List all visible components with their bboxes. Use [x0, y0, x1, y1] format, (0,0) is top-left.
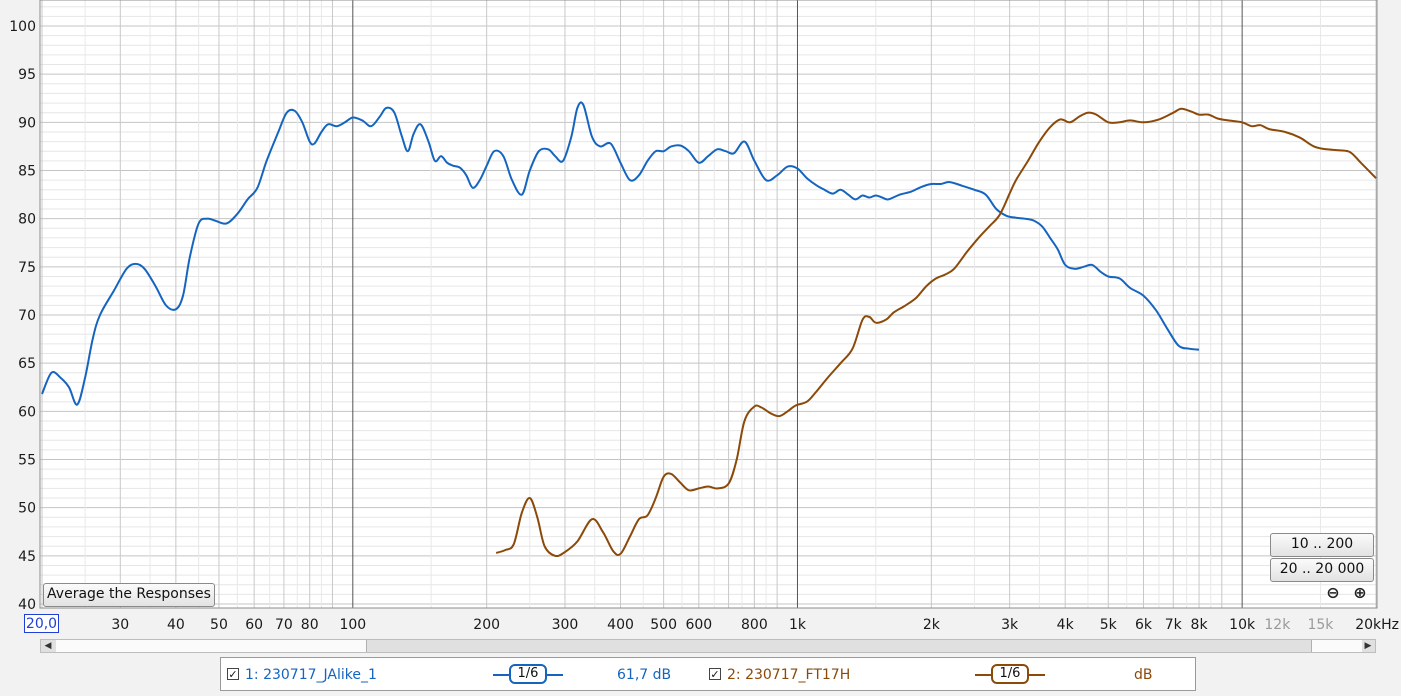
y-tick-label: 100: [9, 19, 36, 35]
series-1-value: 61,7 dB: [617, 667, 672, 683]
x-tick-label: 600: [685, 617, 712, 633]
x-tick-label: 2k: [923, 617, 941, 633]
x-tick-label: 1k: [789, 617, 807, 633]
y-axis-labels: 40 45 50 55 60 65 70 75 80 85 90 95 100: [9, 19, 36, 613]
x-tick-label: 10k: [1229, 617, 1256, 633]
y-tick-label: 60: [18, 404, 36, 420]
series-2-smoothing-label: 1/6: [991, 664, 1029, 684]
x-tick-label: 70: [275, 617, 293, 633]
x-tick-label: 500: [650, 617, 677, 633]
y-tick-label: 55: [18, 453, 36, 469]
y-tick-label: 80: [18, 212, 36, 228]
plot-background: [40, 0, 1377, 608]
y-tick-label: 50: [18, 501, 36, 517]
grid-lines: [40, 0, 1377, 608]
series-1-smoothing-control[interactable]: 1/6: [493, 664, 563, 686]
horizontal-scrollbar[interactable]: ◀ ▶: [40, 639, 1376, 653]
range-20-20000-button[interactable]: 20 .. 20 000: [1270, 558, 1374, 582]
series-1-smoothing-label: 1/6: [509, 664, 547, 684]
x-tick-label: 200: [473, 617, 500, 633]
y-tick-label: 70: [18, 308, 36, 324]
y-tick-label: 85: [18, 164, 36, 180]
x-tick-label: 800: [741, 617, 768, 633]
x-tick-label: 20kHz: [1355, 617, 1399, 633]
x-axis-labels: 30 40 50 60 70 80 100 200 300 400 500 600 800 1k 2k 3k 4…: [111, 617, 1399, 633]
scroll-thumb-end[interactable]: [1311, 640, 1362, 652]
x-tick-label: 400: [607, 617, 634, 633]
series-2-line: [495, 107, 1377, 558]
range-10-200-button[interactable]: 10 .. 200: [1270, 533, 1374, 557]
x-tick-label: 3k: [1001, 617, 1019, 633]
x-tick-label: 40: [167, 617, 185, 633]
average-responses-button[interactable]: Average the Responses: [43, 583, 215, 607]
legend-panel: ✓ 1: 230717_JAlike_1 1/6 61,7 dB ✓ 2: 23…: [220, 657, 1196, 691]
x-tick-label: 8k: [1191, 617, 1209, 633]
zoom-in-icon[interactable]: ⊕: [1353, 583, 1367, 602]
y-tick-label: 90: [18, 115, 36, 131]
series-2-value: dB: [1134, 667, 1153, 683]
plot-frame: [39, 0, 1378, 609]
x-tick-label: 6k: [1135, 617, 1153, 633]
x-tick-label: 15k: [1307, 617, 1334, 633]
x-tick-label: 300: [552, 617, 579, 633]
x-tick-label: 4k: [1057, 617, 1075, 633]
y-tick-label: 40: [18, 597, 36, 613]
x-tick-label: 60: [245, 617, 263, 633]
x-min-field[interactable]: 20,0: [24, 614, 59, 633]
scroll-left-arrow-icon[interactable]: ◀: [44, 641, 52, 651]
series-1-line: [41, 101, 1200, 406]
y-tick-label: 45: [18, 549, 36, 565]
x-tick-label: 7k: [1165, 617, 1183, 633]
scroll-right-arrow-icon[interactable]: ▶: [1364, 641, 1372, 651]
series-1-checkbox[interactable]: ✓: [227, 668, 239, 681]
y-tick-label: 95: [18, 67, 36, 83]
series-2-name: 2: 230717_FT17H: [727, 667, 851, 683]
zoom-out-icon[interactable]: ⊖: [1326, 583, 1340, 602]
series-2-smoothing-control[interactable]: 1/6: [975, 664, 1045, 686]
x-tick-label: 100: [339, 617, 366, 633]
x-tick-label: 30: [111, 617, 129, 633]
x-tick-label: 80: [301, 617, 319, 633]
x-tick-label: 5k: [1100, 617, 1118, 633]
y-tick-label: 65: [18, 356, 36, 372]
y-tick-label: 75: [18, 260, 36, 276]
scroll-thumb[interactable]: [56, 640, 367, 652]
x-tick-label: 12k: [1264, 617, 1291, 633]
series-2-checkbox[interactable]: ✓: [709, 668, 721, 681]
x-tick-label: 50: [210, 617, 228, 633]
series-1-name: 1: 230717_JAlike_1: [245, 667, 377, 683]
series-lines: [41, 101, 1377, 558]
frequency-response-chart: 40 45 50 55 60 65 70 75 80 85 90 95 100 30 40 50 60 70 80…: [9, 0, 1399, 633]
